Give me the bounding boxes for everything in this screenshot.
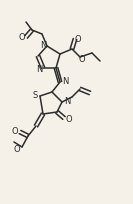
Text: O: O	[66, 115, 72, 124]
Text: N: N	[64, 97, 70, 106]
Text: N: N	[62, 77, 68, 86]
Text: N: N	[40, 41, 46, 50]
Text: O: O	[14, 145, 20, 154]
Text: S: S	[32, 91, 38, 100]
Text: N: N	[36, 65, 42, 74]
Text: O: O	[75, 34, 81, 43]
Text: O: O	[12, 126, 18, 135]
Text: O: O	[19, 32, 25, 41]
Text: O: O	[79, 55, 85, 64]
